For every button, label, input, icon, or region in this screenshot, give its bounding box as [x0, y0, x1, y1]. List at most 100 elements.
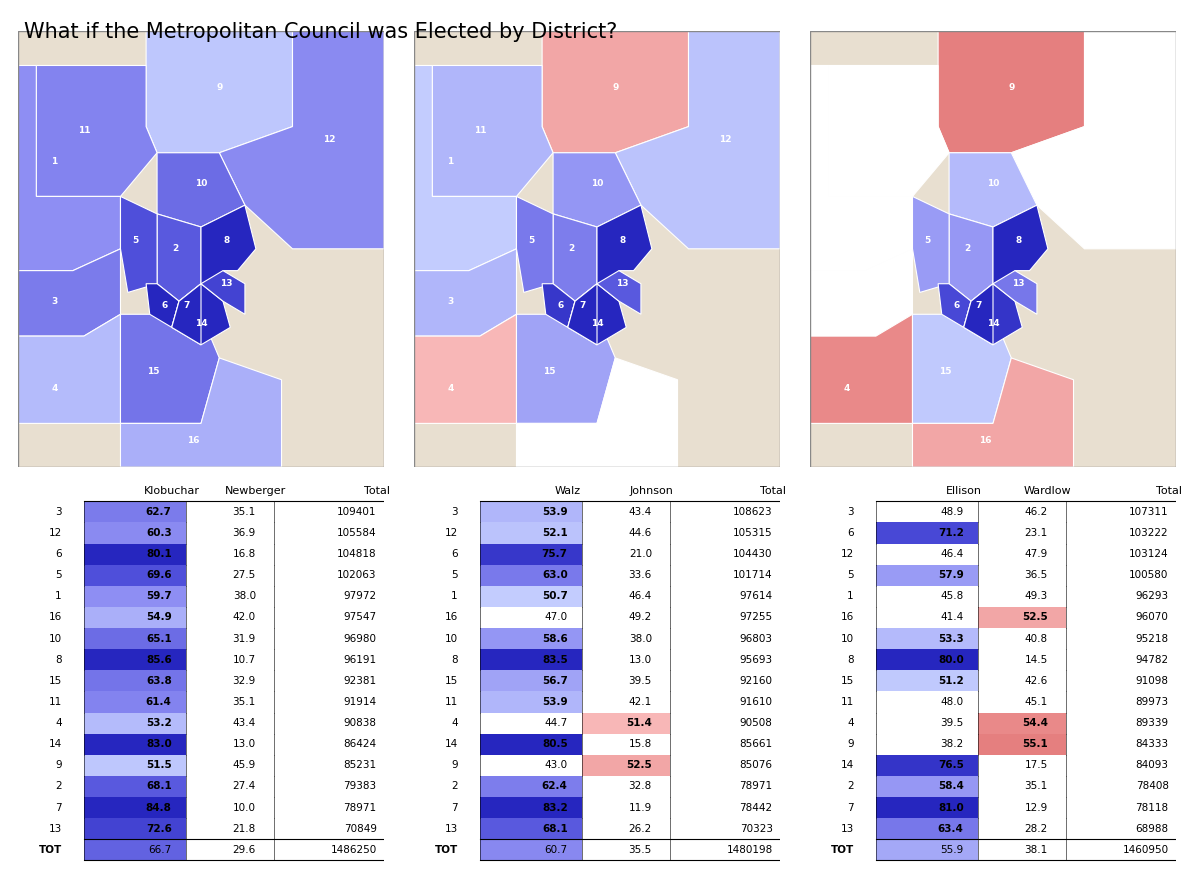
Polygon shape: [949, 153, 1037, 227]
Text: 97547: 97547: [343, 613, 377, 622]
Text: 68988: 68988: [1135, 824, 1169, 834]
Text: 59.7: 59.7: [146, 591, 172, 601]
Text: 85076: 85076: [739, 760, 773, 770]
Text: 55.9: 55.9: [941, 845, 964, 855]
Bar: [876, 522, 978, 544]
Polygon shape: [414, 314, 516, 423]
Text: 15: 15: [445, 676, 458, 686]
Bar: [876, 501, 978, 522]
Bar: [186, 797, 274, 818]
Text: 26.2: 26.2: [629, 824, 652, 834]
Text: 33.6: 33.6: [629, 570, 652, 581]
Bar: [84, 839, 186, 861]
Bar: [582, 712, 670, 733]
Polygon shape: [414, 249, 516, 336]
Text: 29.6: 29.6: [233, 845, 256, 855]
Bar: [84, 628, 186, 650]
Polygon shape: [912, 314, 1012, 423]
Text: 44.7: 44.7: [545, 718, 568, 728]
Text: 58.4: 58.4: [938, 781, 964, 792]
Bar: [978, 691, 1067, 712]
Text: 39.5: 39.5: [941, 718, 964, 728]
Bar: [876, 650, 978, 670]
Polygon shape: [542, 31, 689, 153]
Bar: [582, 650, 670, 670]
Bar: [876, 733, 978, 755]
Text: 49.2: 49.2: [629, 613, 652, 622]
Bar: [84, 712, 186, 733]
Text: 5: 5: [528, 236, 534, 244]
Text: 23.1: 23.1: [1025, 528, 1048, 538]
Bar: [978, 544, 1067, 565]
Text: 14.5: 14.5: [1025, 655, 1048, 664]
Text: 90838: 90838: [343, 718, 377, 728]
Text: 92381: 92381: [343, 676, 377, 686]
Bar: [978, 650, 1067, 670]
Text: 97255: 97255: [739, 613, 773, 622]
Bar: [480, 797, 582, 818]
Text: 52.5: 52.5: [1022, 613, 1048, 622]
Polygon shape: [810, 65, 912, 271]
Bar: [582, 797, 670, 818]
Bar: [480, 818, 582, 839]
Text: 66.7: 66.7: [149, 845, 172, 855]
Text: 6: 6: [55, 549, 62, 559]
Bar: [978, 628, 1067, 650]
Bar: [186, 544, 274, 565]
Text: 68.1: 68.1: [542, 824, 568, 834]
Bar: [84, 818, 186, 839]
Bar: [186, 755, 274, 776]
Text: 85231: 85231: [343, 760, 377, 770]
Text: 11: 11: [49, 697, 62, 707]
Text: 2: 2: [847, 781, 854, 792]
Text: 10: 10: [590, 179, 604, 188]
Text: 14: 14: [194, 319, 208, 327]
Bar: [978, 818, 1067, 839]
Polygon shape: [146, 31, 293, 153]
Text: 97972: 97972: [343, 591, 377, 601]
Text: 78118: 78118: [1135, 802, 1169, 813]
Text: 72.6: 72.6: [146, 824, 172, 834]
Text: 11.9: 11.9: [629, 802, 652, 813]
Text: 68.1: 68.1: [146, 781, 172, 792]
Text: 42.6: 42.6: [1025, 676, 1048, 686]
Bar: [480, 650, 582, 670]
Bar: [84, 586, 186, 607]
Text: 43.0: 43.0: [545, 760, 568, 770]
Polygon shape: [516, 358, 678, 467]
Text: 3: 3: [52, 297, 58, 306]
Bar: [480, 522, 582, 544]
Text: 7: 7: [451, 802, 458, 813]
Text: 45.1: 45.1: [1025, 697, 1048, 707]
Bar: [582, 586, 670, 607]
Bar: [84, 733, 186, 755]
Text: 85661: 85661: [739, 739, 773, 749]
Polygon shape: [828, 65, 949, 196]
Bar: [582, 544, 670, 565]
Text: 63.4: 63.4: [938, 824, 964, 834]
Bar: [480, 670, 582, 691]
Text: 4: 4: [448, 384, 454, 393]
Text: 62.4: 62.4: [542, 781, 568, 792]
Text: 13.0: 13.0: [629, 655, 652, 664]
Polygon shape: [542, 284, 575, 327]
Text: 11: 11: [474, 127, 486, 135]
Polygon shape: [157, 214, 202, 301]
Polygon shape: [938, 31, 1085, 153]
Text: 78971: 78971: [343, 802, 377, 813]
Text: 83.5: 83.5: [542, 655, 568, 664]
Text: 15.8: 15.8: [629, 739, 652, 749]
Text: 96191: 96191: [343, 655, 377, 664]
Text: 63.8: 63.8: [146, 676, 172, 686]
Text: 28.2: 28.2: [1025, 824, 1048, 834]
Text: 57.9: 57.9: [938, 570, 964, 581]
Text: 80.0: 80.0: [938, 655, 964, 664]
Bar: [978, 712, 1067, 733]
Text: 91914: 91914: [343, 697, 377, 707]
Text: 1460950: 1460950: [1122, 845, 1169, 855]
Text: 5: 5: [451, 570, 458, 581]
Text: 2: 2: [55, 781, 62, 792]
Text: 63.0: 63.0: [542, 570, 568, 581]
Text: 47.9: 47.9: [1025, 549, 1048, 559]
Bar: [876, 670, 978, 691]
